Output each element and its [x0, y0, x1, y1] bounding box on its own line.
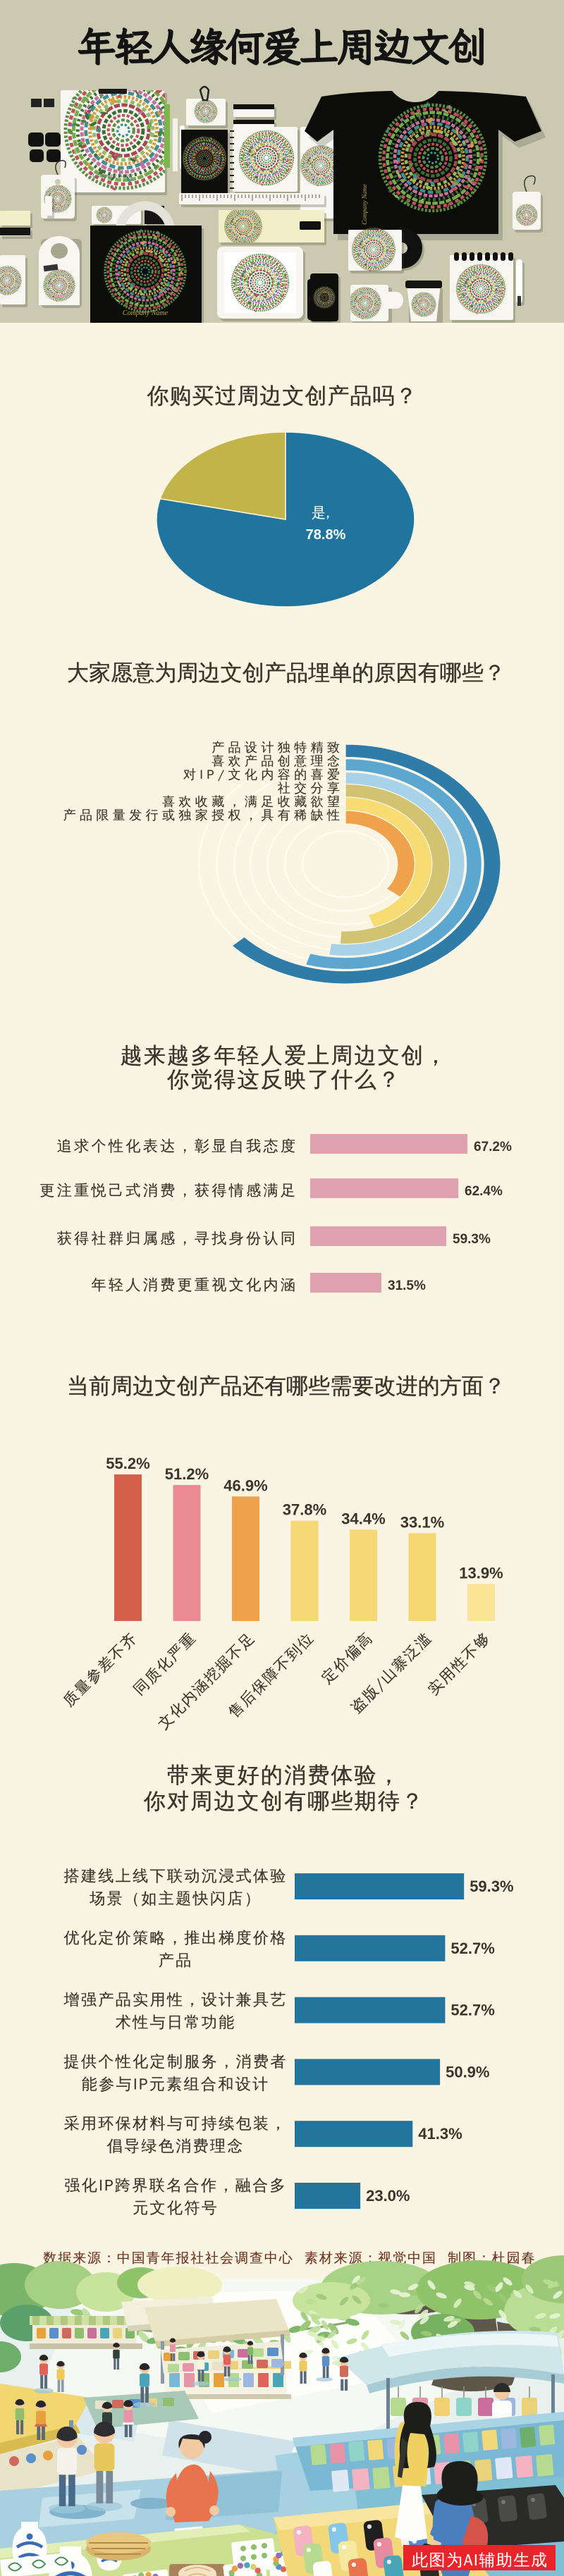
svg-text:67.2%: 67.2%	[474, 1140, 512, 1154]
svg-text:Company Name: Company Name	[361, 184, 368, 225]
svg-text:52.7%: 52.7%	[450, 1940, 494, 1957]
svg-text:13.9%: 13.9%	[459, 1565, 503, 1582]
svg-text:34.4%: 34.4%	[341, 1510, 385, 1527]
svg-text:78.8%: 78.8%	[306, 527, 346, 543]
svg-text:37.8%: 37.8%	[283, 1501, 326, 1519]
svg-text:59.3%: 59.3%	[470, 1878, 513, 1895]
svg-text:33.1%: 33.1%	[400, 1513, 444, 1531]
svg-text:Company Name: Company Name	[123, 309, 168, 317]
svg-text:31.5%: 31.5%	[388, 1278, 426, 1293]
svg-text:Company Name: Company Name	[92, 172, 133, 179]
svg-text:50.9%: 50.9%	[446, 2063, 489, 2081]
svg-text:62.4%: 62.4%	[465, 1184, 503, 1199]
svg-text:46.9%: 46.9%	[223, 1477, 267, 1494]
svg-text:59.3%: 59.3%	[453, 1232, 491, 1247]
svg-text:51.2%: 51.2%	[165, 1465, 209, 1483]
svg-text:23.0%: 23.0%	[366, 2187, 410, 2205]
svg-text:41.3%: 41.3%	[418, 2125, 462, 2143]
svg-text:52.7%: 52.7%	[450, 2002, 494, 2019]
svg-text:55.2%: 55.2%	[106, 1455, 149, 1472]
